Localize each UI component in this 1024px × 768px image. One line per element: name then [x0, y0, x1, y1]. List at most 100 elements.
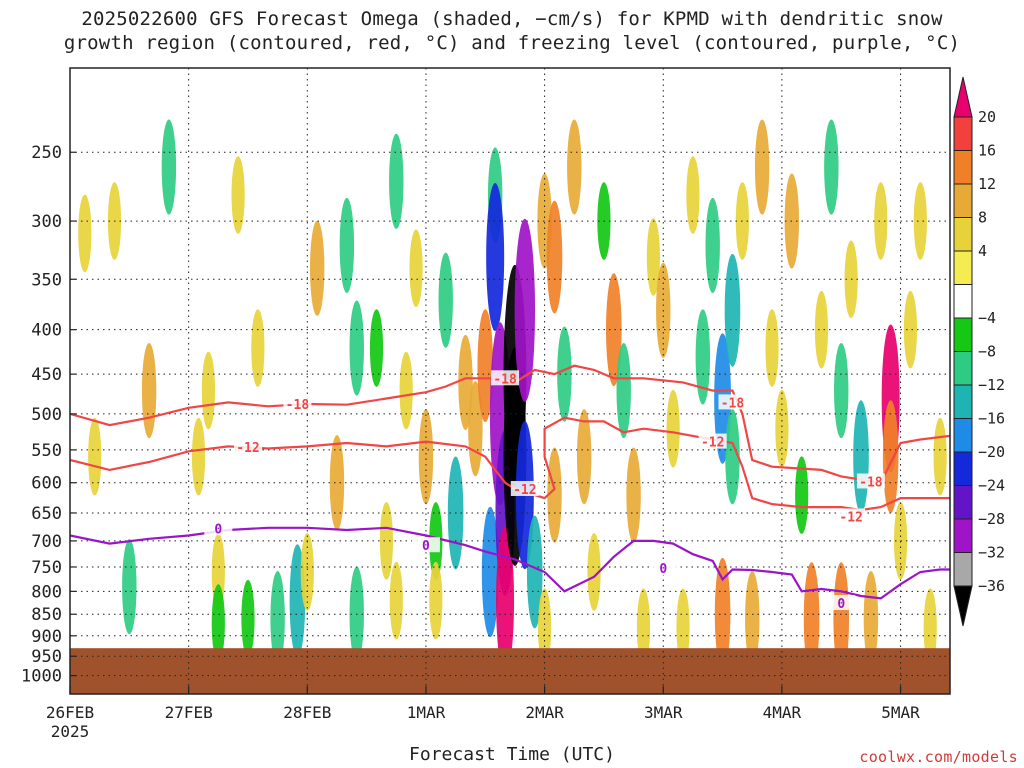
colorbar-segment: [953, 351, 973, 386]
contour-label-bg: [649, 559, 678, 575]
omega-cell: [78, 194, 92, 273]
contour-label: -18: [721, 396, 745, 411]
omega-cell: [409, 229, 423, 308]
omega-cell: [88, 417, 102, 496]
colorbar-label: −12: [978, 376, 1005, 394]
omega-cell: [557, 326, 572, 422]
omega-cell: [882, 400, 899, 514]
omega-cell: [389, 561, 403, 640]
colorbar-label: −36: [978, 577, 1005, 595]
omega-cell: [369, 309, 384, 387]
omega-cell: [903, 290, 918, 369]
contour-lines: -18 -18 -18 -18 -12 -12 -12 -12 0 0 0 0: [70, 364, 950, 612]
omega-cell: [547, 447, 562, 543]
omega-cell: [695, 309, 711, 405]
omega-cell: [122, 538, 137, 635]
y-tick-label: 700: [31, 532, 62, 552]
y-tick-label: 300: [31, 212, 62, 232]
contour-label: 0: [214, 522, 222, 537]
contour-label: -12: [513, 483, 536, 498]
y-tick-label: 850: [31, 605, 62, 625]
contour-label: -12: [701, 436, 724, 451]
x-tick-label: 26FEB: [46, 703, 94, 722]
omega-cell: [379, 502, 394, 580]
omega-cell: [686, 156, 700, 234]
ground-fill: [70, 648, 950, 694]
colorbar-segment: [953, 518, 973, 553]
omega-cell: [339, 197, 355, 294]
contour-label-bg: [283, 395, 312, 411]
omega-cell: [141, 342, 157, 439]
colorbar-bottom-arrow: [953, 585, 973, 627]
omega-cell: [874, 182, 888, 260]
omega-cell: [853, 400, 869, 514]
omega-cell: [161, 119, 177, 215]
omega-cell: [309, 220, 325, 316]
omega-cell: [834, 342, 849, 439]
colorbar-segment: [953, 183, 973, 218]
contour-line-0: [70, 526, 950, 600]
y-tick-label: 500: [31, 405, 62, 425]
omega-cell: [418, 409, 434, 505]
omega-cell: [567, 119, 582, 215]
omega-cell: [775, 389, 789, 468]
colorbar-label: −4: [978, 309, 996, 327]
y-tick-label: 800: [31, 582, 62, 602]
contour-label-bg: [233, 439, 262, 455]
omega-cell: [724, 253, 741, 367]
y-tick-label: 400: [31, 321, 62, 341]
x-tick-label: 27FEB: [165, 703, 213, 722]
omega-cell: [300, 533, 314, 611]
omega-cell: [486, 183, 505, 332]
contour-label-bg: [856, 473, 885, 489]
colorbar-label: 12: [978, 175, 996, 193]
omega-cell: [191, 417, 206, 496]
omega-cell: [824, 119, 839, 215]
x-year-label: 2025: [51, 722, 90, 741]
omega-cell: [636, 588, 651, 667]
omega-shading: [78, 119, 947, 676]
omega-cell: [477, 309, 494, 423]
omega-cell: [538, 588, 552, 667]
omega-cell: [270, 571, 285, 667]
plot-frame: [69, 67, 951, 695]
colorbar-segment: [953, 485, 973, 520]
omega-cell: [705, 197, 720, 294]
colorbar-label: −24: [978, 477, 1005, 495]
x-tick-label: 4MAR: [763, 703, 802, 722]
colorbar-segment: [953, 418, 973, 453]
colorbar-segment: [953, 150, 973, 185]
contour-label: 0: [837, 597, 845, 612]
omega-cell: [211, 584, 225, 662]
colorbar-label: −32: [978, 544, 1005, 562]
omega-cell: [725, 409, 740, 505]
colorbar-segment: [953, 317, 973, 352]
colorbar-label: 16: [978, 142, 996, 160]
omega-cell: [933, 417, 947, 496]
omega-cell: [399, 351, 413, 430]
colorbar-label: −16: [978, 410, 1005, 428]
omega-cell: [646, 218, 660, 296]
omega-cell: [576, 409, 592, 505]
colorbar-segment: [953, 217, 973, 252]
colorbar-label: 20: [978, 108, 996, 126]
chart-title-line-2: growth region (contoured, red, °C) and f…: [63, 32, 961, 54]
omega-cell: [913, 182, 927, 260]
contour-line-minus12: [70, 416, 950, 512]
contour-label: 0: [422, 539, 430, 554]
colorbar-segment: [953, 384, 973, 419]
contour-label: -18: [493, 372, 517, 387]
colorbar: 20 16 12 8 4 −4 −8 −12 −16 −20 −24 −28 −32 −36: [953, 76, 1005, 627]
y-tick-label: 900: [31, 627, 62, 647]
colorbar-label: −8: [978, 343, 996, 361]
contour-label-bg: [827, 594, 856, 610]
omega-cell: [863, 571, 879, 667]
y-tick-label: 600: [31, 474, 62, 494]
contour-label: -12: [236, 441, 259, 456]
omega-cell: [814, 290, 829, 369]
omega-cell: [438, 252, 453, 348]
contour-label-bg: [510, 480, 539, 496]
contour-label: -18: [286, 398, 310, 413]
chart-title-line-1: 2025022600 GFS Forecast Omega (shaded, −…: [81, 8, 943, 30]
